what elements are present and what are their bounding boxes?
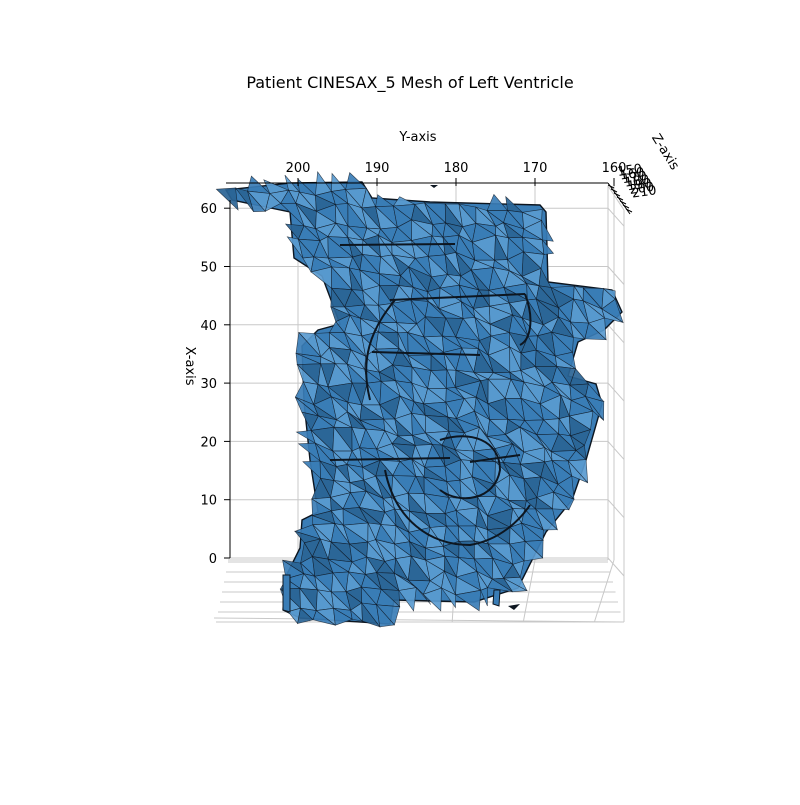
grid-line-x-side (607, 266, 625, 285)
mesh-face (350, 609, 364, 622)
z-tick-label: 210 (631, 183, 658, 201)
x-tick-label: 40 (200, 319, 217, 334)
mesh-face (567, 460, 588, 483)
mesh-face (569, 320, 586, 340)
mesh-fragment (508, 604, 520, 610)
z-tick-label: 200 (628, 180, 655, 198)
mesh-face (584, 322, 607, 341)
mesh-surface (215, 170, 624, 628)
mesh-face (541, 238, 555, 255)
mesh-face (312, 610, 336, 626)
x-tick-label: 30 (200, 377, 217, 392)
mesh-contour (365, 293, 532, 401)
z-tick-label: 190 (626, 176, 653, 194)
mesh-face (523, 540, 544, 562)
x-tick-label: 50 (200, 261, 217, 276)
z-tick-mark (613, 192, 621, 197)
x-tick-label: 10 (200, 494, 217, 509)
grid-line-x-side (607, 324, 625, 344)
z-tick-mark (622, 204, 630, 209)
y-tick-label: 170 (523, 161, 548, 176)
y-tick-label: 190 (365, 161, 390, 176)
mesh-face (215, 187, 239, 211)
y-tick-label: 180 (444, 161, 469, 176)
x-tick-label: 20 (200, 435, 217, 450)
z-tick-mark (607, 184, 615, 189)
mesh-contour (384, 469, 531, 547)
z-tick-mark (619, 200, 627, 205)
mesh-face (541, 220, 554, 242)
grid-line-x-side (607, 499, 625, 519)
y-tick-label: 200 (286, 161, 311, 176)
mesh-face (441, 587, 456, 609)
grid-line-x-side (607, 382, 625, 402)
x-axis-label: X-axis (182, 347, 197, 386)
mesh-face (416, 587, 432, 605)
mesh-contour (329, 243, 526, 463)
grid-line-y-floor (593, 559, 615, 623)
mesh-fragment (430, 185, 438, 188)
mesh-face (585, 396, 604, 421)
mesh-face (297, 607, 314, 624)
mesh-face (480, 587, 488, 607)
mesh-face (302, 460, 321, 480)
grid-line-x-side (607, 441, 625, 460)
mesh-face (601, 308, 624, 323)
mesh-face (422, 587, 442, 612)
mesh-face (376, 603, 395, 628)
z-axis-label: Z-axis (648, 131, 682, 173)
z-tick-mark (610, 188, 618, 193)
mesh-fragment (282, 574, 291, 613)
x-tick-label: 60 (200, 202, 217, 217)
mesh-face (503, 577, 528, 593)
z-tick-label: 160 (619, 165, 646, 183)
mesh-face (333, 607, 353, 626)
mesh-face (486, 193, 509, 211)
mesh-face (247, 190, 266, 213)
mesh-fragment (492, 589, 501, 607)
z-tick-mark (625, 208, 633, 213)
z-tick-label: 150 (616, 162, 643, 180)
mesh-face (345, 172, 368, 190)
grid-line-x-side (607, 557, 625, 577)
y-axis-label: Y-axis (398, 130, 436, 145)
mesh-face (398, 587, 417, 612)
grid-pane-edge (607, 185, 625, 211)
grid-line-x-side (607, 207, 625, 227)
y-tick-label: 160 (602, 161, 627, 176)
mesh-face (552, 491, 570, 511)
z-tick-mark (616, 196, 624, 201)
x-tick-label: 0 (209, 552, 217, 567)
z-tick-label: 180 (624, 172, 651, 190)
grid-pane-edge (213, 617, 625, 623)
mesh-face (535, 508, 559, 531)
mesh-face (454, 589, 482, 612)
mesh-contour (439, 435, 502, 500)
z-tick-label: 170 (621, 169, 648, 187)
mesh-face (264, 192, 282, 212)
chart-title: Patient CINESAX_5 Mesh of Left Ventricle (246, 73, 573, 93)
mesh-face (361, 602, 381, 628)
